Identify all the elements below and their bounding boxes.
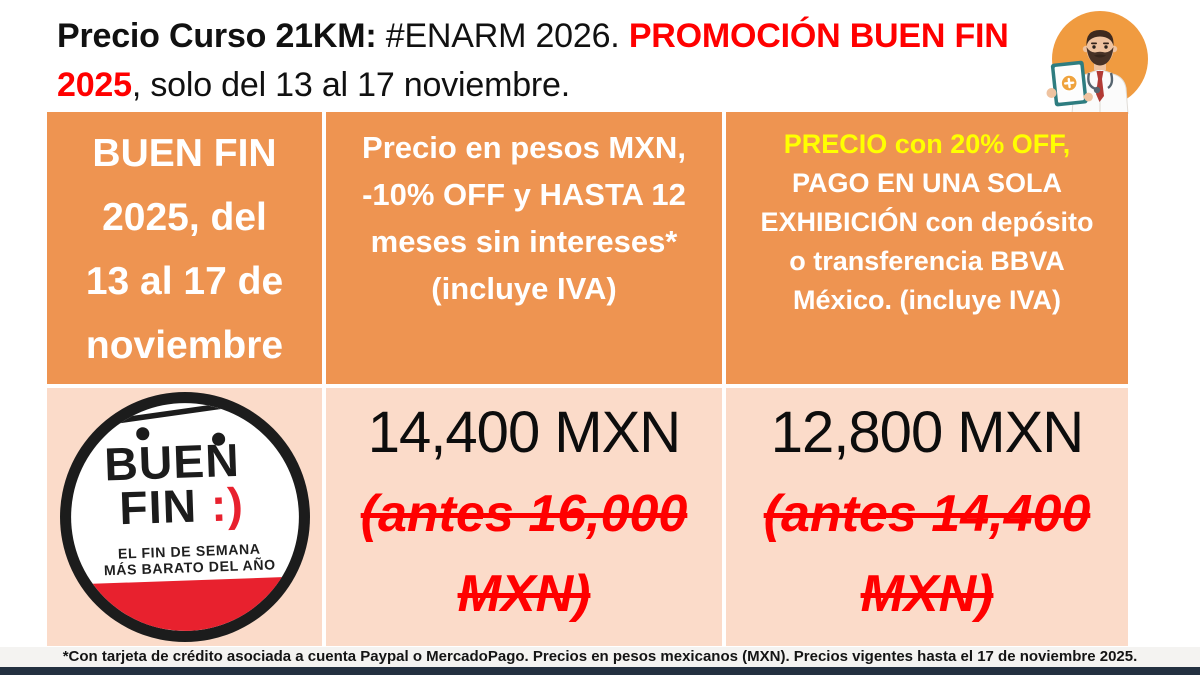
- title-promo-year: 2025: [57, 66, 132, 104]
- header-single-payment-detail: PAGO EN UNA SOLA EXHIBICIÓN con depósito…: [760, 168, 1094, 315]
- price-cell-installments: 14,400 MXN (antes 16,000 MXN): [326, 388, 722, 646]
- logo-tagline-1: EL FIN DE SEMANA: [117, 541, 260, 562]
- doctor-with-clipboard-icon: [1042, 2, 1154, 115]
- logo-word-buen: BUEN: [103, 434, 240, 491]
- old-price-installments: (antes 16,000 MXN): [360, 485, 688, 623]
- title-promo-label: PROMOCIÓN BUEN FIN: [628, 17, 1009, 55]
- price-single-payment: 12,800 MXN: [770, 400, 1084, 465]
- bottom-bar: [0, 667, 1200, 675]
- page-title: Precio Curso 21KM: #ENARM 2026. PROMOCIÓ…: [57, 12, 1057, 110]
- title-line-1: Precio Curso 21KM: #ENARM 2026. PROMOCIÓ…: [57, 12, 1057, 61]
- price-installments: 14,400 MXN: [367, 400, 681, 465]
- buen-fin-logo: BUEN FIN :) EL FIN DE SEMANA MÁS BARATO …: [59, 392, 310, 642]
- logo-tagline-2: MÁS BARATO DEL AÑO: [103, 555, 275, 578]
- old-price-single-payment: (antes 14,400 MXN): [763, 485, 1091, 623]
- buen-fin-logo-cell: BUEN FIN :) EL FIN DE SEMANA MÁS BARATO …: [47, 388, 322, 646]
- header-discount-highlight: PRECIO con 20% OFF,: [783, 129, 1071, 159]
- logo-smiley: :): [210, 478, 245, 531]
- logo-word-fin: FIN: [118, 480, 197, 535]
- title-dates-label: , solo del 13 al 17 noviembre.: [131, 66, 571, 104]
- header-price-single-payment: PRECIO con 20% OFF, PAGO EN UNA SOLA EXH…: [726, 112, 1128, 384]
- title-line-2: 2025, solo del 13 al 17 noviembre.: [57, 61, 1057, 110]
- header-buen-fin-dates: BUEN FIN 2025, del 13 al 17 de noviembre: [47, 112, 322, 384]
- svg-text:FIN :): FIN :): [118, 478, 244, 534]
- header-price-installments: Precio en pesos MXN, -10% OFF y HASTA 12…: [326, 112, 722, 384]
- price-cell-single-payment: 12,800 MXN (antes 14,400 MXN): [726, 388, 1128, 646]
- title-course-label: Precio Curso 21KM:: [57, 17, 386, 55]
- footnote: *Con tarjeta de crédito asociada a cuent…: [0, 647, 1200, 667]
- title-exam-label: #ENARM 2026.: [385, 17, 629, 55]
- pricing-table: BUEN FIN 2025, del 13 al 17 de noviembre…: [47, 112, 1128, 646]
